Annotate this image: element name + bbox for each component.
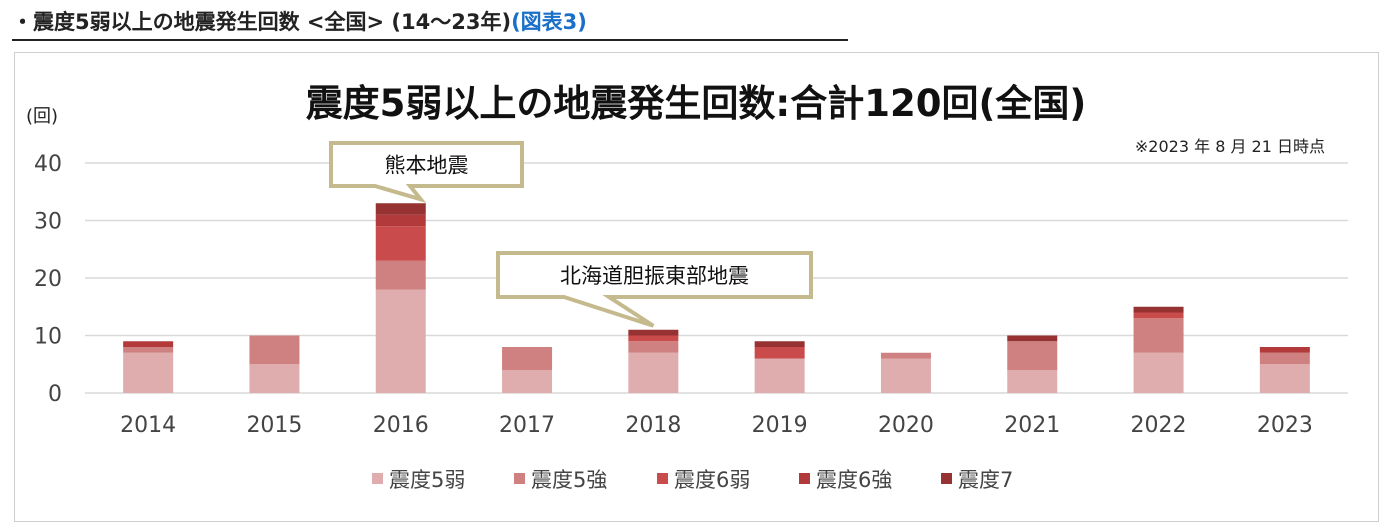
legend-label: 震度7 — [958, 468, 1013, 492]
callout-label: 北海道胆振東部地震 — [560, 264, 749, 288]
bar-segment — [1007, 335, 1058, 342]
y-tick-label: 10 — [34, 325, 62, 350]
legend-swatch — [941, 473, 952, 484]
bar-segment — [1259, 347, 1310, 353]
chart-panel — [14, 52, 1379, 522]
x-tick-label: 2022 — [1131, 413, 1187, 438]
bar-segment — [1133, 306, 1184, 313]
y-tick-label: 20 — [34, 267, 62, 292]
y-tick-label: 40 — [34, 152, 62, 177]
chart-title: 震度5弱以上の地震発生回数:合計120回(全国) — [306, 82, 1087, 125]
legend-label: 震度6弱 — [674, 468, 750, 492]
bar-segment — [754, 341, 805, 347]
callout-label: 熊本地震 — [385, 154, 469, 178]
bar-segment — [375, 260, 426, 290]
bar-segment — [1133, 352, 1184, 393]
legend-label: 震度5強 — [531, 468, 607, 492]
bar-segment — [375, 226, 426, 261]
legend-label: 震度6強 — [816, 468, 892, 492]
bar-segment — [628, 341, 679, 353]
x-tick-label: 2015 — [246, 413, 302, 438]
x-tick-label: 2023 — [1257, 413, 1313, 438]
bar-segment — [375, 214, 426, 227]
bar-segment — [628, 329, 679, 336]
x-tick-label: 2018 — [625, 413, 681, 438]
bar-segment — [375, 289, 426, 393]
bar-segment — [502, 347, 553, 370]
bar-segment — [123, 347, 174, 353]
x-tick-label: 2019 — [752, 413, 808, 438]
legend-swatch — [514, 473, 525, 484]
callout-box — [496, 251, 813, 328]
bar-segment — [1259, 352, 1310, 365]
bar-segment — [628, 335, 679, 342]
bar-segment — [1007, 341, 1058, 370]
bar-segment — [880, 358, 931, 393]
legend-swatch — [799, 473, 810, 484]
bar-segment — [628, 352, 679, 393]
bar-segment — [123, 352, 174, 393]
bar-segment — [375, 203, 426, 215]
bar-segment — [754, 358, 805, 393]
bar-segment — [754, 347, 805, 359]
bar-segment — [502, 370, 553, 393]
bar-segment — [1133, 312, 1184, 319]
y-axis-label: (回) — [26, 106, 58, 127]
figure-reference-link[interactable]: (図表3) — [511, 10, 587, 34]
legend-swatch — [657, 473, 668, 484]
bar-segment — [123, 341, 174, 347]
bar-segment — [1133, 318, 1184, 353]
legend-label: 震度5弱 — [389, 468, 465, 492]
x-tick-label: 2017 — [499, 413, 555, 438]
bar-segment — [1259, 364, 1310, 393]
callout-box — [329, 141, 524, 203]
bar-segment — [249, 335, 300, 365]
y-tick-label: 0 — [48, 382, 62, 407]
x-tick-label: 2016 — [373, 413, 429, 438]
chart-note: ※2023 年 8 月 21 日時点 — [1135, 137, 1325, 156]
x-tick-label: 2020 — [878, 413, 934, 438]
section-heading-text: ・震度5弱以上の地震発生回数 <全国> (14〜23年) — [12, 10, 512, 34]
bar-segment — [1007, 370, 1058, 393]
x-tick-label: 2021 — [1004, 413, 1060, 438]
x-tick-label: 2014 — [120, 413, 176, 438]
bar-segment — [249, 364, 300, 393]
legend-swatch — [372, 473, 383, 484]
section-heading: ・震度5弱以上の地震発生回数 <全国> (14〜23年)(図表3) — [12, 6, 848, 41]
bar-segment — [880, 352, 931, 359]
y-tick-label: 30 — [34, 210, 62, 235]
